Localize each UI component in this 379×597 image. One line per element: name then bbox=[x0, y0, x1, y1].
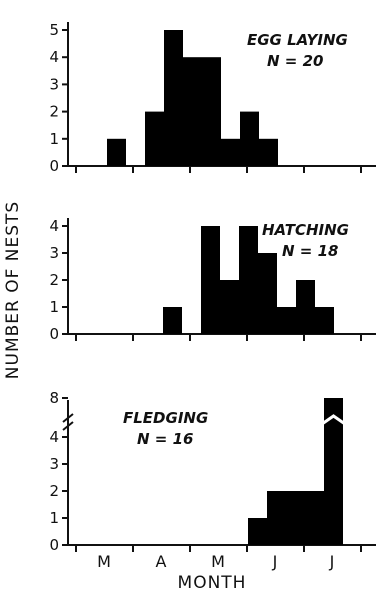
y-tick-label: 4 bbox=[49, 428, 59, 446]
bar bbox=[239, 226, 258, 334]
panel-annotation-count: N = 20 bbox=[267, 52, 323, 70]
bar bbox=[164, 30, 183, 166]
month-labels: MAMJJAS bbox=[97, 552, 335, 571]
bar-break-mark bbox=[321, 414, 346, 426]
axis-break-mark bbox=[62, 413, 74, 431]
bar bbox=[296, 280, 315, 334]
y-tick-label: 2 bbox=[49, 103, 59, 121]
bar bbox=[220, 280, 239, 334]
bar bbox=[258, 253, 277, 334]
bar bbox=[221, 138, 240, 166]
panel-3: 0 1 2 3 4 8 FLEDGING N = 16 bbox=[49, 389, 376, 554]
y-axis-title: NUMBER OF NESTS bbox=[3, 201, 23, 379]
bar bbox=[277, 307, 296, 334]
bar bbox=[286, 491, 305, 545]
panel-annotation-title: HATCHING bbox=[262, 221, 349, 239]
month-label: M bbox=[97, 552, 111, 571]
bar bbox=[267, 491, 286, 545]
bar bbox=[324, 398, 343, 545]
bar bbox=[163, 307, 182, 334]
y-tick-label: 0 bbox=[49, 325, 59, 343]
chart-panels: 0 1 2 3 4 5 EGG LAYING N = 20 0 1 2 3 4 HATCHING N = 1… bbox=[49, 21, 376, 554]
bar bbox=[201, 226, 220, 334]
y-tick-label: 5 bbox=[49, 21, 59, 39]
y-tick-label: 4 bbox=[49, 48, 59, 66]
y-tick-label: 8 bbox=[49, 389, 59, 407]
bar bbox=[305, 491, 324, 545]
bar bbox=[315, 307, 334, 334]
month-label: A bbox=[156, 552, 167, 571]
bar bbox=[145, 111, 164, 166]
bar bbox=[183, 57, 202, 167]
x-axis-title: MONTH bbox=[178, 573, 247, 593]
bar bbox=[202, 57, 221, 167]
y-tick-label: 1 bbox=[49, 509, 59, 527]
panel-1: 0 1 2 3 4 5 EGG LAYING N = 20 bbox=[49, 21, 376, 175]
month-label: J bbox=[272, 552, 278, 571]
y-tick-label: 3 bbox=[49, 244, 59, 262]
y-tick-label: 4 bbox=[49, 217, 59, 235]
panel-annotation-count: N = 16 bbox=[137, 430, 193, 448]
bar bbox=[240, 111, 259, 166]
panel-annotation-title: EGG LAYING bbox=[247, 31, 348, 49]
panel-annotation-count: N = 18 bbox=[282, 242, 338, 260]
panel-annotation-title: FLEDGING bbox=[123, 409, 208, 427]
month-label: J bbox=[329, 552, 335, 571]
y-tick-label: 0 bbox=[49, 157, 59, 175]
y-tick-label: 1 bbox=[49, 130, 59, 148]
panel-2: 0 1 2 3 4 HATCHING N = 18 bbox=[49, 217, 376, 343]
y-tick-label: 1 bbox=[49, 298, 59, 316]
month-label: M bbox=[211, 552, 225, 571]
bar bbox=[259, 138, 278, 166]
bar bbox=[107, 138, 126, 166]
y-tick-label: 3 bbox=[49, 455, 59, 473]
y-tick-label: 2 bbox=[49, 482, 59, 500]
y-tick-label: 0 bbox=[49, 536, 59, 554]
y-tick-label: 3 bbox=[49, 75, 59, 93]
y-tick-label: 2 bbox=[49, 271, 59, 289]
bar bbox=[248, 518, 267, 545]
